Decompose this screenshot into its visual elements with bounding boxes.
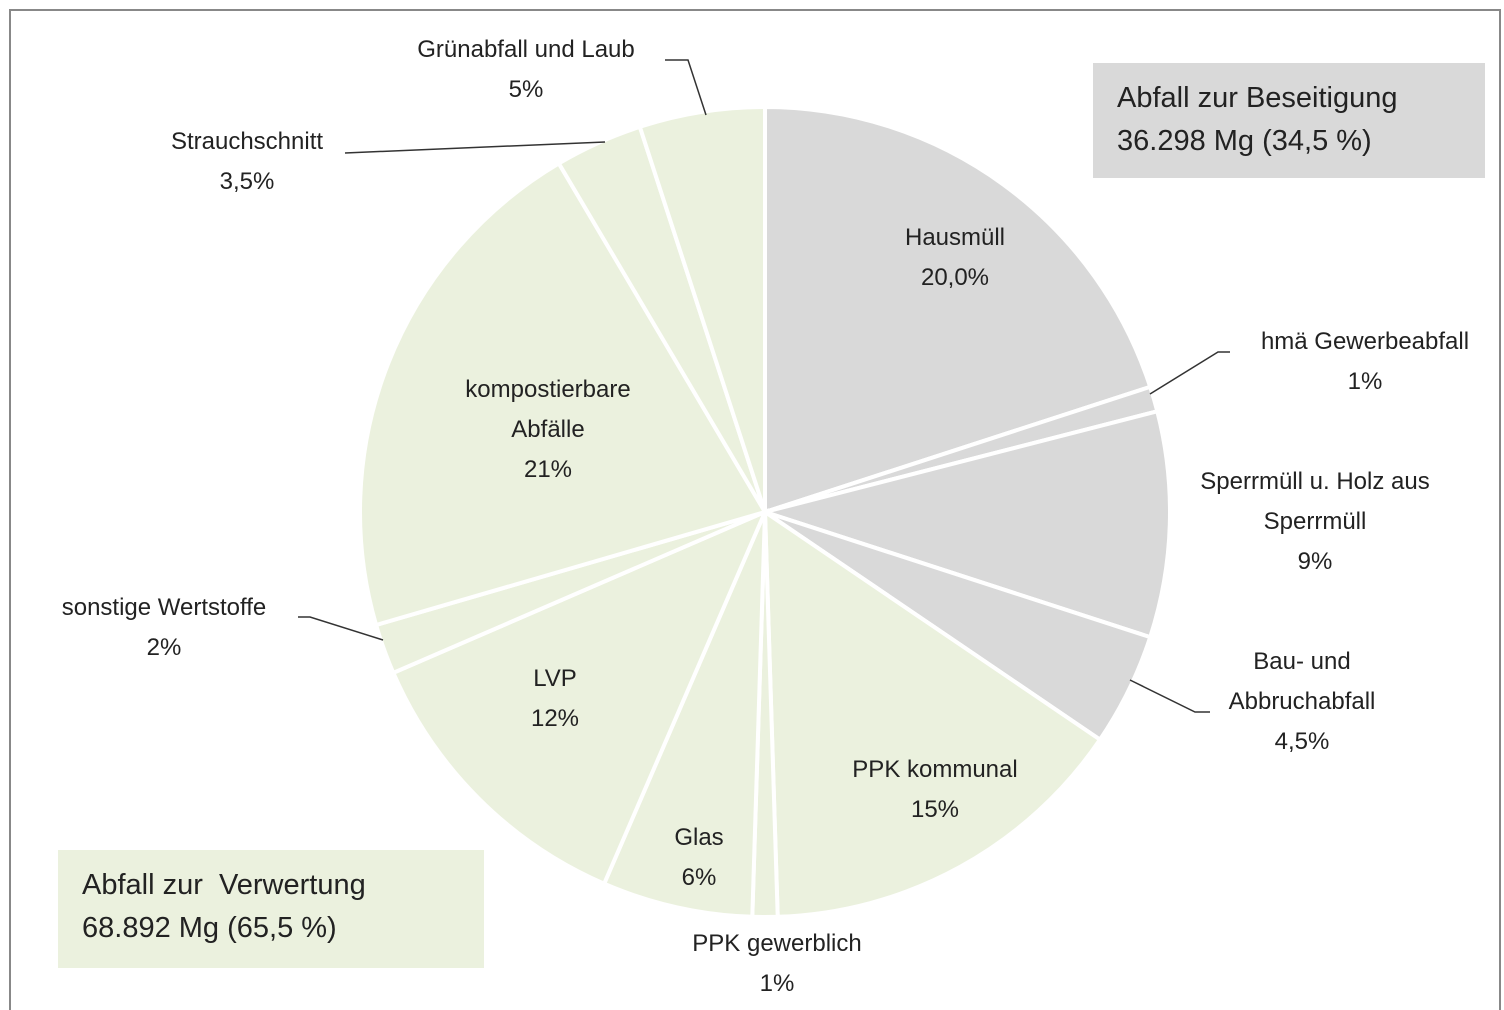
leader-line bbox=[1149, 351, 1230, 395]
value-label: 9% bbox=[1297, 548, 1333, 575]
category-label: LVP bbox=[533, 665, 577, 692]
category-label: Sperrmüll u. Holz aus Sperrmüll bbox=[1200, 468, 1430, 535]
category-label: Glas bbox=[674, 824, 724, 851]
slice-label: Grünabfall und Laub 5% bbox=[376, 30, 676, 110]
frame bbox=[9, 9, 1501, 1010]
category-label: Grünabfall und Laub bbox=[417, 36, 635, 63]
slice-label: PPK kommunal 15% bbox=[815, 750, 1055, 830]
pie-slice bbox=[601, 511, 767, 919]
annotation-box: Abfall zur Verwertung 68.892 Mg (65,5 %) bbox=[58, 850, 484, 968]
category-label: hmä Gewerbeabfall bbox=[1260, 328, 1470, 355]
annotation-title: Abfall zur Verwertung bbox=[82, 869, 366, 901]
slice-label: LVP 12% bbox=[495, 659, 615, 739]
pie-slice bbox=[390, 508, 769, 887]
category-label: Hausmüll bbox=[904, 224, 1006, 251]
pie-slice bbox=[762, 508, 1103, 919]
annotation-text: 36.298 Mg (34,5 %) bbox=[1117, 125, 1372, 157]
category-label: kompostierbare Abfälle bbox=[465, 376, 631, 443]
value-label: 1% bbox=[1347, 368, 1383, 395]
value-label: 3,5% bbox=[219, 168, 275, 195]
slice-label: Glas 6% bbox=[639, 818, 759, 898]
pie-slice bbox=[358, 160, 769, 628]
category-label: PPK kommunal bbox=[852, 756, 1018, 783]
pie-slice bbox=[757, 408, 1172, 640]
leader-line bbox=[344, 141, 606, 154]
value-label: 12% bbox=[530, 705, 580, 732]
annotation-box: Abfall zur Beseitigung 36.298 Mg (34,5 %) bbox=[1093, 63, 1485, 178]
slice-label: Bau- und Abbruchabfall 4,5% bbox=[1192, 642, 1412, 762]
pie-slice bbox=[763, 104, 1153, 515]
category-label: PPK gewerblich bbox=[692, 930, 862, 957]
value-label: 2% bbox=[146, 634, 182, 661]
value-label: 4,5% bbox=[1274, 728, 1330, 755]
pie-slice bbox=[637, 104, 767, 513]
slice-label: sonstige Wertstoffe 2% bbox=[14, 588, 314, 668]
value-label: 21% bbox=[523, 456, 573, 483]
slice-label: Hausmüll 20,0% bbox=[845, 218, 1065, 298]
value-label: 20,0% bbox=[920, 264, 990, 291]
value-label: 15% bbox=[910, 796, 960, 823]
leader-line bbox=[298, 616, 384, 641]
category-label: sonstige Wertstoffe bbox=[61, 594, 267, 621]
value-label: 6% bbox=[681, 864, 717, 891]
slice-label: PPK gewerblich 1% bbox=[657, 924, 897, 1004]
category-label: Bau- und Abbruchabfall bbox=[1228, 648, 1376, 715]
value-label: 5% bbox=[508, 76, 544, 103]
value-label: 1% bbox=[759, 970, 795, 997]
annotation-text: 68.892 Mg (65,5 %) bbox=[82, 912, 337, 944]
leader-line bbox=[1129, 679, 1210, 713]
category-label: Strauchschnitt bbox=[170, 128, 324, 155]
leader-line bbox=[665, 59, 707, 116]
leader-lines bbox=[298, 59, 1230, 713]
slice-label: kompostierbare Abfälle 21% bbox=[428, 370, 668, 490]
annotation-title: Abfall zur Beseitigung bbox=[1117, 82, 1398, 114]
slice-label: hmä Gewerbeabfall 1% bbox=[1225, 322, 1504, 402]
slice-label: Sperrmüll u. Holz aus Sperrmüll 9% bbox=[1165, 462, 1465, 582]
slice-label: Strauchschnitt 3,5% bbox=[127, 122, 367, 202]
